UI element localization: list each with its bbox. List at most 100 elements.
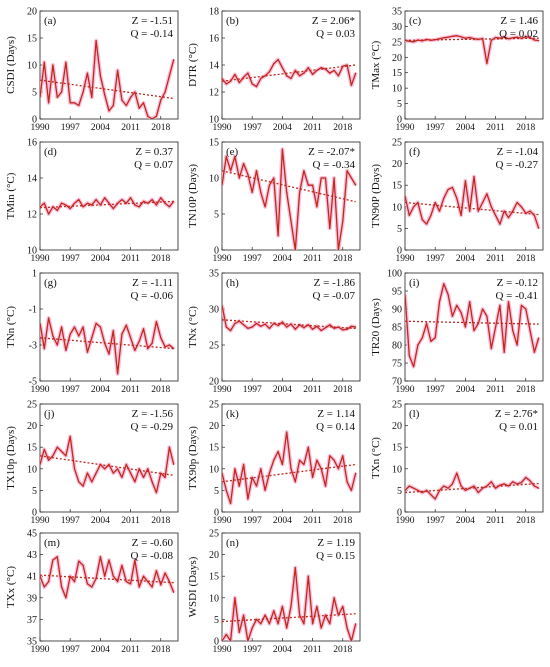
data-point <box>225 83 227 85</box>
x-tick-label: 2011 <box>486 123 505 133</box>
y-tick-label: 15 <box>27 34 37 45</box>
data-point <box>333 69 335 71</box>
series-line <box>405 472 539 500</box>
data-point <box>125 104 127 107</box>
trend-line <box>40 455 174 476</box>
data-point <box>52 455 54 457</box>
data-point <box>290 605 292 608</box>
y-tick-label: 14 <box>27 174 37 185</box>
y-tick-label: 100 <box>387 269 402 280</box>
data-point <box>43 348 45 350</box>
data-point <box>222 640 223 641</box>
x-tick-label: 2018 <box>333 645 352 655</box>
data-point <box>503 351 505 353</box>
data-point <box>277 235 279 237</box>
x-tick-label: 2004 <box>91 123 110 133</box>
series-line <box>405 283 540 368</box>
data-point <box>324 614 327 616</box>
data-point <box>268 184 271 186</box>
y-tick-label: 5 <box>397 99 402 110</box>
stat-z: Z = 1.14 <box>317 408 355 420</box>
x-tick-label: 2011 <box>303 123 322 133</box>
data-point <box>99 556 101 558</box>
data-point <box>447 487 449 489</box>
data-point <box>247 498 249 500</box>
data-point <box>413 487 415 489</box>
data-point <box>95 472 97 474</box>
data-point <box>160 99 162 101</box>
y-axis-label: TR20 (Days) <box>370 298 382 356</box>
panel-k: 0 5 10 15 20 25 1990 1997 2004 2011 2018 TX90p (Day… <box>187 400 361 526</box>
trend-line <box>222 170 356 203</box>
x-tick-label: 1990 <box>31 645 50 655</box>
y-tick-label: 20 <box>27 421 37 432</box>
x-tick-label: 2004 <box>91 385 110 395</box>
data-point <box>473 330 475 332</box>
data-point <box>86 351 89 353</box>
data-point <box>108 110 110 112</box>
y-tick-label: 5 <box>214 210 219 221</box>
data-point <box>405 294 406 296</box>
data-point <box>299 191 301 193</box>
y-tick-label: 10 <box>209 464 219 475</box>
x-tick-label: 1990 <box>396 516 415 526</box>
data-point <box>225 326 227 328</box>
panel-label: (n) <box>226 537 239 549</box>
data-point <box>173 59 175 61</box>
data-point <box>286 326 288 328</box>
plot-frame <box>221 272 361 382</box>
plot-frame <box>221 403 361 513</box>
data-point <box>104 197 106 199</box>
data-point <box>529 210 531 212</box>
y-axis-label: TXx (°C) <box>5 566 17 608</box>
x-tick-label: 2004 <box>273 254 292 264</box>
series-line <box>40 556 175 599</box>
data-point <box>129 583 132 585</box>
data-point <box>464 180 466 182</box>
data-point <box>320 330 322 332</box>
plot-frame <box>404 10 544 120</box>
data-point <box>324 327 327 329</box>
data-point <box>251 476 253 479</box>
y-tick-label: 15 <box>209 443 219 454</box>
data-point <box>255 618 258 621</box>
stat-z: Z = 1.46 <box>500 15 538 27</box>
data-point <box>40 463 41 466</box>
data-point <box>503 36 505 38</box>
data-point <box>507 217 510 219</box>
series-line <box>405 35 539 65</box>
data-point <box>52 559 54 561</box>
data-point <box>129 96 132 98</box>
y-tick-label: 10 <box>209 593 219 604</box>
data-point <box>430 340 432 342</box>
y-tick-label: 15 <box>392 181 402 192</box>
data-point <box>238 485 240 487</box>
data-point <box>413 41 415 43</box>
data-point <box>117 373 119 375</box>
x-tick-label: 2018 <box>333 385 352 395</box>
data-point <box>482 308 484 310</box>
data-point <box>281 67 283 69</box>
panel-label: (d) <box>44 146 57 158</box>
data-point <box>525 476 527 479</box>
data-point <box>421 491 423 494</box>
x-tick-label: 2018 <box>151 645 170 655</box>
data-point <box>350 325 352 327</box>
data-point <box>438 38 441 40</box>
data-point <box>264 323 266 325</box>
stat-q: Q = 0.07 <box>134 159 173 171</box>
data-point <box>60 586 63 588</box>
y-axis-label: TX10p (Days) <box>5 426 17 490</box>
data-point <box>134 91 136 93</box>
data-point <box>281 463 283 466</box>
x-tick-label: 1997 <box>243 254 262 264</box>
data-point <box>173 591 175 594</box>
x-tick-label: 2011 <box>303 645 322 655</box>
y-tick-label: 14 <box>209 61 219 72</box>
data-point <box>316 69 318 71</box>
data-point <box>512 210 514 212</box>
data-point <box>342 455 344 457</box>
data-point <box>451 483 454 485</box>
x-tick-label: 2018 <box>151 254 170 264</box>
data-point <box>86 72 89 74</box>
